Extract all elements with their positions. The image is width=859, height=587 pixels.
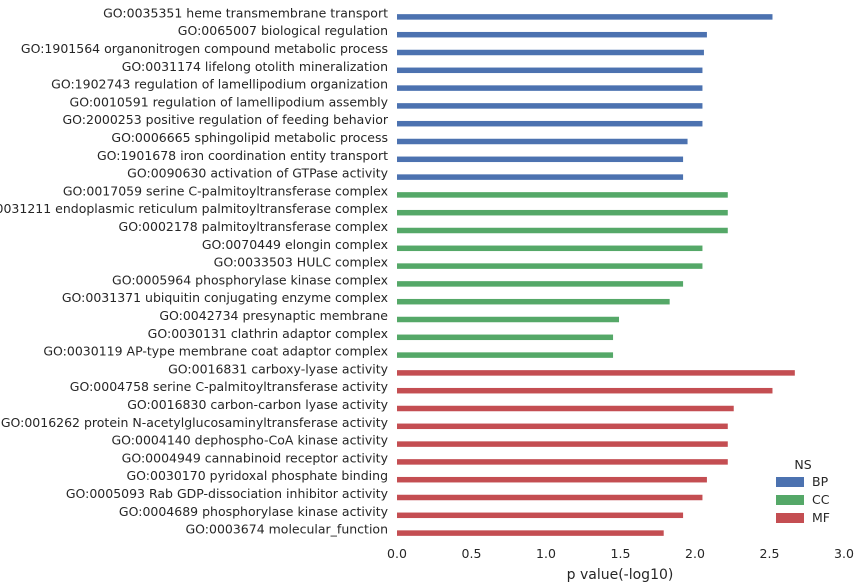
- legend-label: CC: [812, 492, 830, 507]
- x-axis-ticks: 0.0 0.5 1.0 1.5 2.0 2.5 3.0: [387, 546, 854, 561]
- category-label: GO:0042734 presynaptic membrane: [159, 308, 388, 323]
- bar: [397, 192, 728, 198]
- bar: [397, 316, 620, 323]
- bar: [397, 281, 684, 287]
- bar: [397, 334, 614, 341]
- legend-swatch: [776, 513, 804, 523]
- bar: [397, 103, 703, 109]
- category-label: GO:0005964 phosphorylase kinase complex: [112, 272, 388, 287]
- category-label: GO:0016262 protein N-acetylglucosaminylt…: [1, 415, 389, 430]
- category-label: GO:0031371 ubiquitin conjugating enzyme …: [62, 290, 388, 305]
- legend-swatch: [776, 477, 804, 487]
- x-tick-label: 2.5: [760, 546, 780, 561]
- bar: [397, 120, 703, 127]
- bar: [397, 209, 728, 216]
- x-tick-label: 0.0: [387, 546, 407, 561]
- bar: [397, 67, 703, 74]
- category-label: GO:0004758 serine C-palmitoyltransferase…: [70, 379, 389, 394]
- bar: [397, 245, 703, 252]
- bar: [397, 370, 795, 376]
- category-label: GO:0033503 HULC complex: [214, 255, 388, 270]
- category-label: GO:0005093 Rab GDP-dissociation inhibito…: [66, 486, 389, 501]
- legend: NS BP CC MF: [776, 457, 830, 525]
- x-tick-label: 2.0: [685, 546, 705, 561]
- category-label: GO:1901678 iron coordination entity tran…: [97, 148, 388, 163]
- bar: [397, 494, 703, 501]
- category-labels: GO:0035351 heme transmembrane transport G…: [0, 5, 389, 536]
- category-label: GO:0030119 AP-type membrane coat adaptor…: [43, 344, 388, 359]
- category-label: GO:1902743 regulation of lamellipodium o…: [51, 77, 388, 92]
- category-label: GO:0004140 dephospho-CoA kinase activity: [112, 433, 389, 448]
- legend-label: BP: [812, 474, 829, 489]
- x-tick-label: 0.5: [462, 546, 482, 561]
- category-label: GO:0031174 lifelong otolith mineralizati…: [122, 59, 388, 74]
- legend-label: MF: [812, 510, 830, 525]
- legend-swatch: [776, 495, 804, 505]
- category-label: GO:0010591 regulation of lamellipodium a…: [70, 94, 389, 109]
- category-label: GO:0035351 heme transmembrane transport: [103, 5, 388, 20]
- category-label: GO:0003674 molecular_function: [185, 522, 388, 537]
- bar: [397, 512, 684, 519]
- x-tick-label: 1.0: [536, 546, 556, 561]
- x-axis-title: p value(-log10): [567, 567, 674, 583]
- category-label: GO:0031211 endoplasmic reticulum palmito…: [0, 201, 388, 216]
- bar: [397, 85, 703, 91]
- bar: [397, 298, 670, 305]
- category-label: GO:0030170 pyridoxal phosphate binding: [127, 468, 389, 483]
- category-label: GO:2000253 positive regulation of feedin…: [62, 112, 388, 127]
- x-tick-label: 1.5: [611, 546, 631, 561]
- bar: [397, 405, 734, 412]
- category-label: GO:0090630 activation of GTPase activity: [127, 166, 388, 181]
- bar: [397, 263, 703, 269]
- bar: [397, 441, 728, 447]
- bar: [397, 227, 728, 234]
- category-label: GO:0070449 elongin complex: [202, 237, 388, 252]
- category-label: GO:0016831 carboxy-lyase activity: [168, 361, 389, 376]
- bar: [397, 156, 684, 163]
- bar: [397, 14, 773, 20]
- category-label: GO:0002178 palmitoyltransferase complex: [119, 219, 388, 234]
- x-tick-label: 3.0: [834, 546, 854, 561]
- category-label: GO:0017059 serine C-palmitoyltransferase…: [63, 183, 388, 198]
- category-label: GO:0004949 cannabinoid receptor activity: [122, 450, 389, 465]
- bar: [397, 49, 704, 56]
- bar: [397, 31, 707, 38]
- category-label: GO:1901564 organonitrogen compound metab…: [21, 41, 388, 56]
- bars: [397, 14, 795, 536]
- category-label: GO:0030131 clathrin adaptor complex: [148, 326, 388, 341]
- bar: [397, 476, 707, 483]
- bar: [397, 459, 728, 465]
- category-label: GO:0004689 phosphorylase kinase activity: [119, 504, 389, 519]
- category-label: GO:0016830 carbon-carbon lyase activity: [127, 397, 388, 412]
- bar: [397, 423, 728, 430]
- bar: [397, 387, 773, 394]
- bar: [397, 138, 688, 145]
- bar: [397, 530, 664, 536]
- legend-title: NS: [794, 457, 811, 472]
- bar: [397, 352, 614, 358]
- bar: [397, 174, 684, 180]
- category-label: GO:0006665 sphingolipid metabolic proces…: [111, 130, 388, 145]
- category-label: GO:0065007 biological regulation: [178, 23, 388, 38]
